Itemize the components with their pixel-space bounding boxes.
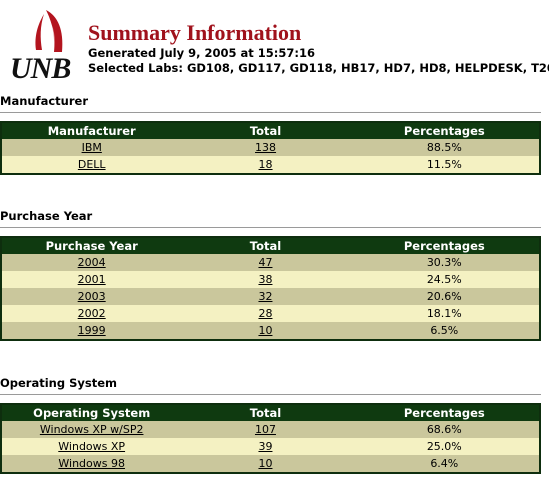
column-header: Purchase Year (1, 237, 182, 254)
column-header: Total (181, 237, 350, 254)
table-row: Windows 98 10 6.4% (1, 455, 540, 473)
table-row: 2003 32 20.6% (1, 288, 540, 305)
selected-labs: Selected Labs: GD108, GD117, GD118, HB17… (88, 61, 549, 75)
sail-logo-icon (35, 10, 63, 52)
page-title: Summary Information (88, 20, 302, 45)
row-total-link[interactable]: 138 (255, 141, 277, 154)
table-header-row: Manufacturer Total Percentages (1, 122, 540, 139)
column-header: Percentages (349, 237, 540, 254)
table-row: 2001 38 24.5% (1, 271, 540, 288)
table-row: 2002 28 18.1% (1, 305, 540, 322)
table-header-row: Purchase Year Total Percentages (1, 237, 540, 254)
divider (0, 394, 541, 395)
row-total-link[interactable]: 18 (258, 158, 273, 171)
row-name-link[interactable]: 2004 (77, 256, 106, 269)
table-header-row: Operating System Total Percentages (1, 404, 540, 421)
row-total-link[interactable]: 28 (258, 307, 273, 320)
table-row: IBM 138 88.5% (1, 139, 540, 156)
row-name-link[interactable]: DELL (77, 158, 106, 171)
row-percentage: 88.5% (349, 139, 540, 156)
row-name-link[interactable]: Windows XP (58, 440, 126, 453)
logo-text: UNB (10, 52, 71, 85)
table-row: DELL 18 11.5% (1, 156, 540, 174)
column-header: Operating System (1, 404, 182, 421)
row-percentage: 11.5% (349, 156, 540, 174)
row-percentage: 24.5% (349, 271, 540, 288)
row-total-link[interactable]: 107 (254, 423, 276, 436)
unb-logo: UNB (8, 8, 76, 85)
row-percentage: 18.1% (349, 305, 540, 322)
row-percentage: 6.4% (349, 455, 540, 473)
manufacturer-table: Manufacturer Total Percentages IBM 138 8… (0, 121, 541, 175)
table-row: 1999 10 6.5% (1, 322, 540, 340)
row-name-link[interactable]: 1999 (77, 324, 106, 337)
section-title: Manufacturer (0, 94, 88, 108)
divider (0, 112, 541, 113)
page-header: UNB Summary Information Generated July 9… (0, 0, 549, 85)
row-percentage: 25.0% (349, 438, 540, 455)
row-percentage: 6.5% (349, 322, 540, 340)
operating-system-table: Operating System Total Percentages Windo… (0, 403, 541, 474)
row-total-link[interactable]: 38 (258, 273, 273, 286)
row-total-link[interactable]: 10 (258, 324, 273, 337)
row-name-link[interactable]: 2001 (77, 273, 106, 286)
column-header: Total (181, 404, 350, 421)
purchase-year-table: Purchase Year Total Percentages 2004 47 … (0, 236, 541, 341)
row-percentage: 68.6% (349, 421, 540, 438)
row-total-link[interactable]: 10 (258, 457, 273, 470)
column-header: Manufacturer (1, 122, 182, 139)
divider (0, 227, 541, 228)
column-header: Percentages (349, 122, 540, 139)
row-name-link[interactable]: 2003 (77, 290, 106, 303)
row-name-link[interactable]: Windows XP w/SP2 (39, 423, 144, 436)
section-title: Purchase Year (0, 209, 93, 223)
row-total-link[interactable]: 47 (258, 256, 273, 269)
row-total-link[interactable]: 39 (258, 440, 273, 453)
row-total-link[interactable]: 32 (258, 290, 273, 303)
row-name-link[interactable]: IBM (81, 141, 102, 154)
table-row: 2004 47 30.3% (1, 254, 540, 271)
column-header: Percentages (349, 404, 540, 421)
generated-timestamp: Generated July 9, 2005 at 15:57:16 (88, 46, 315, 60)
column-header: Total (181, 122, 350, 139)
table-row: Windows XP w/SP2 107 68.6% (1, 421, 540, 438)
row-name-link[interactable]: Windows 98 (58, 457, 125, 470)
row-name-link[interactable]: 2002 (77, 307, 106, 320)
row-percentage: 20.6% (349, 288, 540, 305)
section-title: Operating System (0, 376, 118, 390)
table-row: Windows XP 39 25.0% (1, 438, 540, 455)
row-percentage: 30.3% (349, 254, 540, 271)
